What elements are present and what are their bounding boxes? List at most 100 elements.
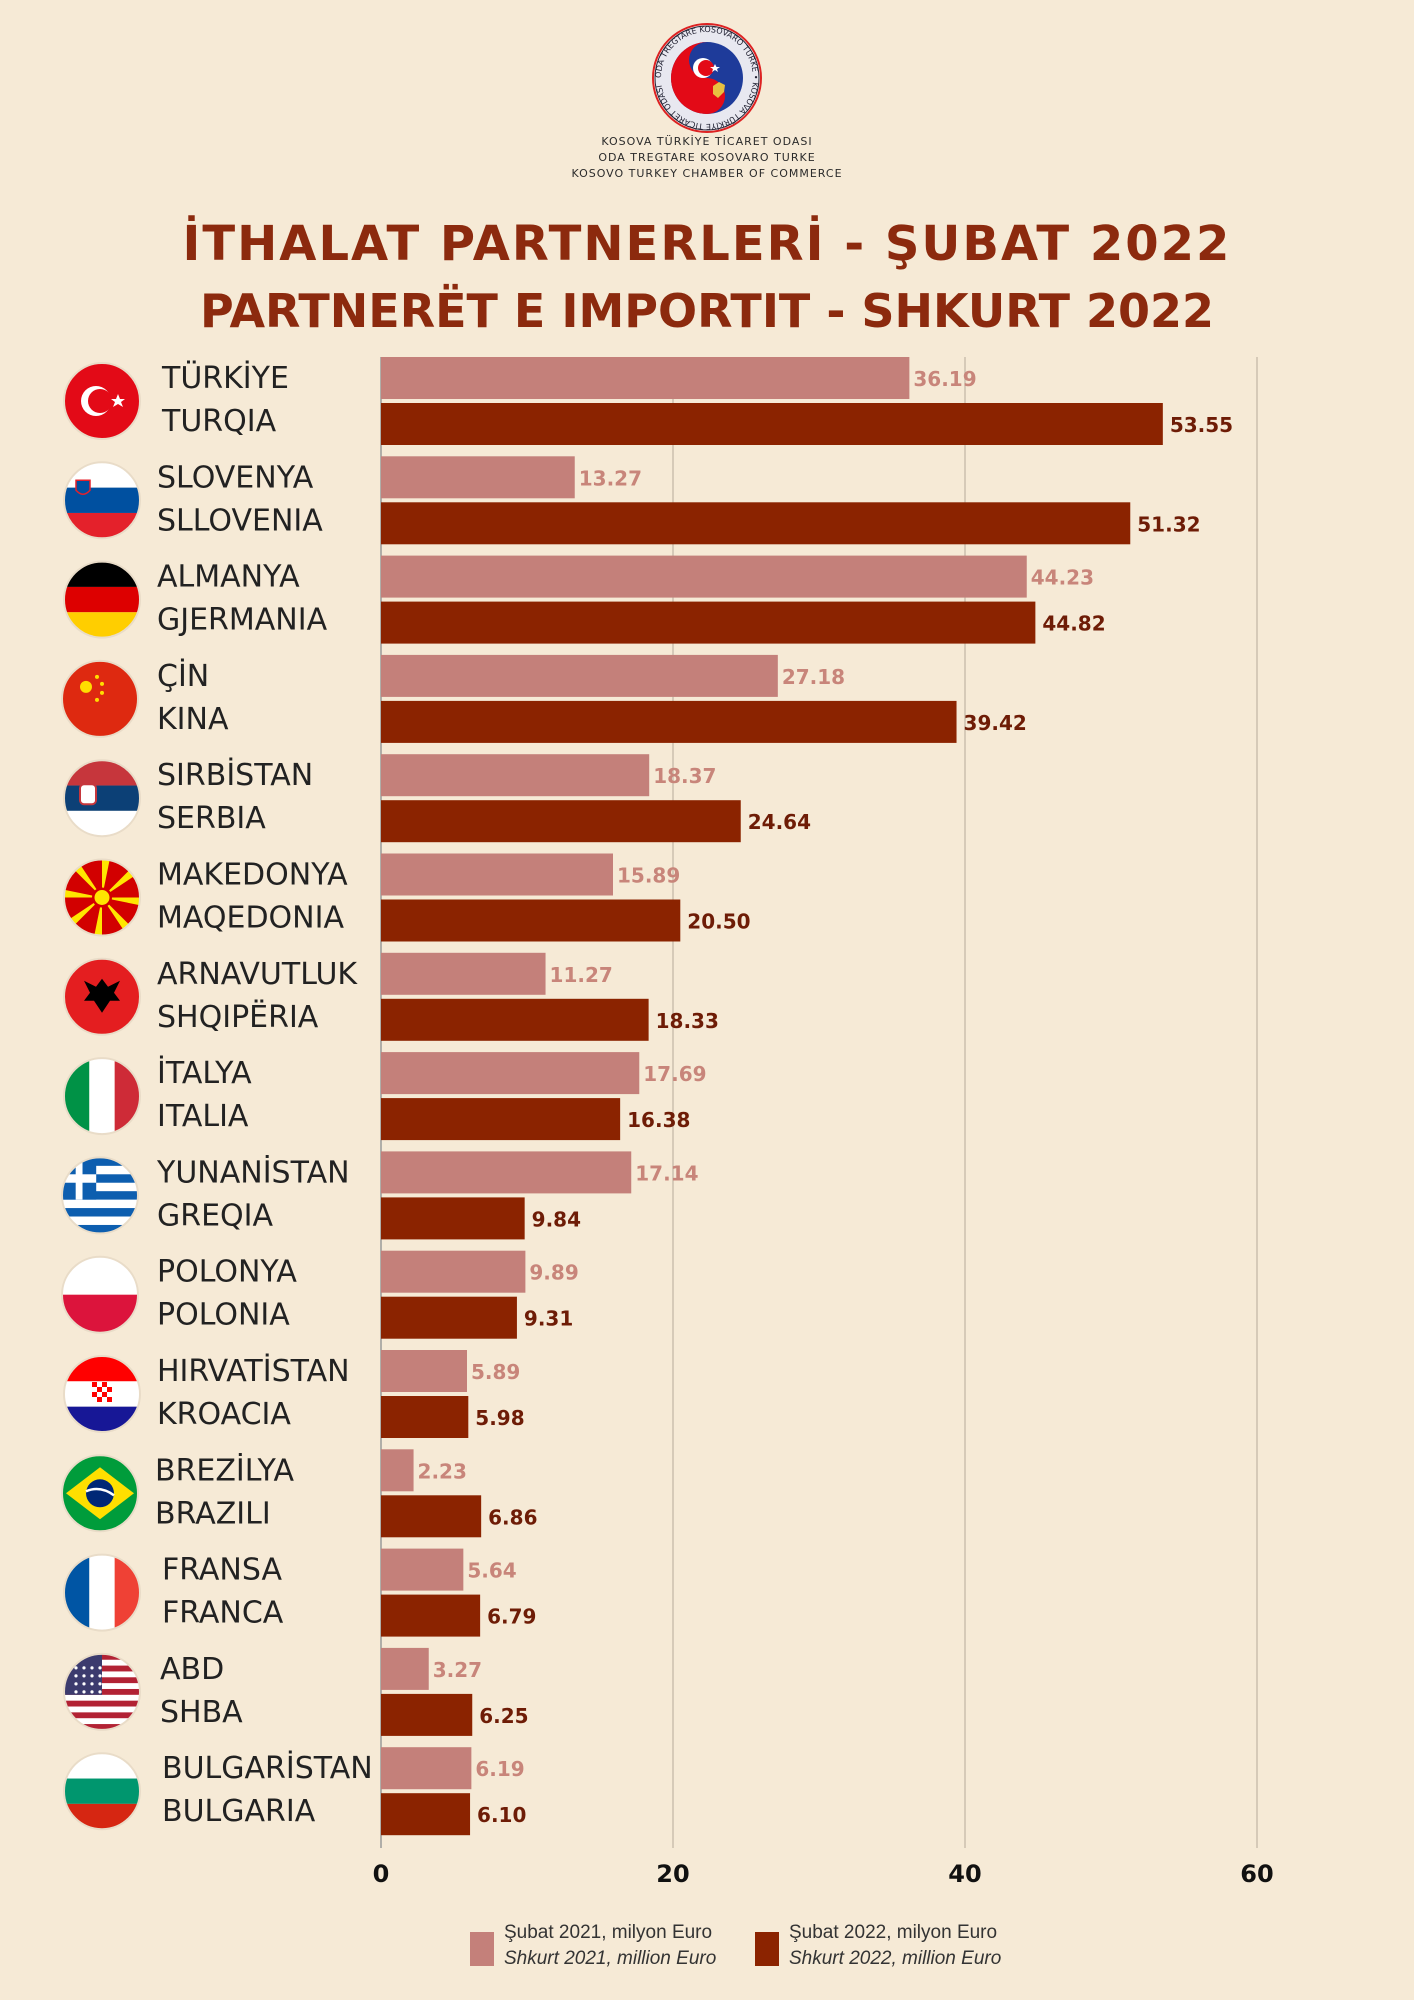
bar-2022 [381,1793,471,1836]
partner-row: ALMANYA GJERMANIA 44.23 44.82 [63,555,1106,644]
bar-2021 [381,1151,632,1194]
value-label-2022: 9.84 [532,1207,581,1231]
bar-2021 [381,1350,467,1392]
value-label-2021: 5.64 [467,1559,516,1583]
value-label-2021: 44.23 [1031,566,1094,590]
x-tick-label: 60 [1240,1860,1273,1888]
partner-row: YUNANİSTAN GREQIA 17.14 9.84 [61,1151,699,1240]
value-label-2021: 9.89 [529,1261,578,1285]
bar-2021 [381,1052,640,1095]
bar-2022 [381,700,957,743]
value-label-2022: 9.31 [524,1307,573,1331]
legend-label-2022-tr: Şubat 2022, milyon Euro [789,1922,998,1943]
partner-row: POLONYA POLONIA 9.89 9.31 [61,1250,579,1339]
value-label-2022: 18.33 [656,1009,719,1033]
partner-row: BULGARİSTAN BULGARIA 6.19 6.10 [63,1747,526,1836]
legend-label-2021-sq: Shkurt 2021, million Euro [504,1948,717,1969]
value-label-2021: 15.89 [617,864,680,888]
china-flag-icon [61,659,139,738]
org-name-en: KOSOVO TURKEY CHAMBER OF COMMERCE [571,167,843,180]
country-name-tr: ARNAVUTLUK [157,957,358,992]
bar-2021 [381,853,613,896]
value-label-2021: 18.37 [653,764,716,788]
country-name-tr: ALMANYA [157,560,300,595]
serbia-flag-icon [63,759,141,838]
country-name-sq: GREQIA [157,1198,274,1233]
legend-swatch-2022 [755,1932,779,1966]
value-label-2022: 6.10 [477,1803,526,1827]
bulgaria-flag-icon [63,1752,141,1831]
country-name-sq: TURQIA [161,404,277,439]
value-label-2021: 13.27 [579,466,642,490]
country-name-tr: SIRBİSTAN [157,757,313,793]
value-label-2022: 44.82 [1042,612,1105,636]
value-label-2021: 17.14 [635,1161,698,1185]
country-name-tr: BULGARİSTAN [162,1750,373,1786]
org-name-sq: ODA TREGTARE KOSOVARO TURKE [598,151,816,164]
bar-2022 [381,1495,482,1538]
chamber-logo-icon: ODA TREGTARE KOSOVARO TURKE • KOSOVA TÜR… [652,23,762,133]
bar-2022 [381,403,1163,445]
value-label-2022: 6.86 [488,1505,537,1529]
macedonia-flag-icon [63,858,141,937]
value-label-2021: 5.89 [471,1360,520,1384]
bar-2022 [381,1197,525,1240]
germany-flag-icon [63,560,141,639]
bar-2021 [381,1747,472,1790]
turkey-flag-icon [63,362,141,440]
country-name-sq: FRANCA [162,1596,284,1631]
legend: Şubat 2021, milyon Euro Shkurt 2021, mil… [470,1920,1030,1980]
value-label-2021: 2.23 [418,1459,467,1483]
country-name-tr: TÜRKİYE [161,360,289,396]
bar-2022 [381,601,1036,644]
country-name-sq: GJERMANIA [157,603,328,638]
bar-2022 [381,800,741,843]
value-label-2022: 39.42 [964,711,1027,735]
org-name-tr: KOSOVA TÜRKİYE TİCARET ODASI [601,135,813,148]
partner-row: HIRVATİSTAN KROACIA 5.89 5.98 [63,1350,525,1438]
country-name-sq: KINA [157,702,229,737]
value-label-2022: 51.32 [1137,512,1200,536]
bar-2021 [381,1647,429,1690]
albania-flag-icon [63,957,141,1036]
bar-2022 [381,1594,481,1637]
legend-swatch-2021 [470,1932,494,1966]
country-name-tr: ABD [160,1652,224,1687]
value-label-2022: 6.25 [479,1704,528,1728]
country-name-sq: KROACIA [157,1397,291,1432]
value-label-2021: 6.19 [475,1757,524,1781]
legend-label-2022-sq: Shkurt 2022, million Euro [789,1948,1002,1969]
bar-2021 [381,754,650,797]
value-label-2021: 27.18 [782,665,845,689]
chart-title-turkish: İTHALAT PARTNERLERİ - ŞUBAT 2022 [182,216,1232,272]
usa-flag-icon [63,1652,141,1731]
partner-row: İTALYA ITALIA 17.69 16.38 [63,1052,707,1141]
bar-2022 [381,1396,469,1438]
partner-row: ABD SHBA 3.27 6.25 [63,1647,529,1736]
legend-label-2021-tr: Şubat 2021, milyon Euro [504,1922,713,1943]
country-name-tr: POLONYA [157,1255,297,1290]
value-label-2022: 53.55 [1170,413,1233,437]
value-label-2022: 6.79 [487,1605,536,1629]
value-label-2021: 3.27 [433,1658,482,1682]
partner-row: FRANSA FRANCA 5.64 6.79 [63,1548,536,1637]
partner-row: SIRBİSTAN SERBIA 18.37 24.64 [63,754,811,843]
country-name-tr: MAKEDONYA [157,858,348,893]
italy-flag-icon [63,1057,141,1136]
bar-2022 [381,899,681,942]
bar-2021 [381,952,546,995]
country-name-sq: SLLOVENIA [157,503,323,538]
value-label-2022: 5.98 [475,1406,524,1430]
chart-title-albanian: PARTNERËT E IMPORTIT - SHKURT 2022 [199,284,1215,338]
country-name-tr: BREZİLYA [155,1452,295,1488]
partner-row: TÜRKİYE TURQIA 36.19 53.55 [63,357,1233,445]
bar-2022 [381,1098,621,1141]
value-label-2022: 24.64 [748,810,811,834]
country-name-sq: BRAZILI [155,1496,271,1531]
greece-flag-icon [61,1156,139,1235]
value-label-2021: 17.69 [643,1062,706,1086]
bar-2022 [381,1693,473,1736]
bar-2022 [381,1296,517,1339]
slovenia-flag-icon [63,461,141,540]
brazil-flag-icon [61,1454,139,1533]
